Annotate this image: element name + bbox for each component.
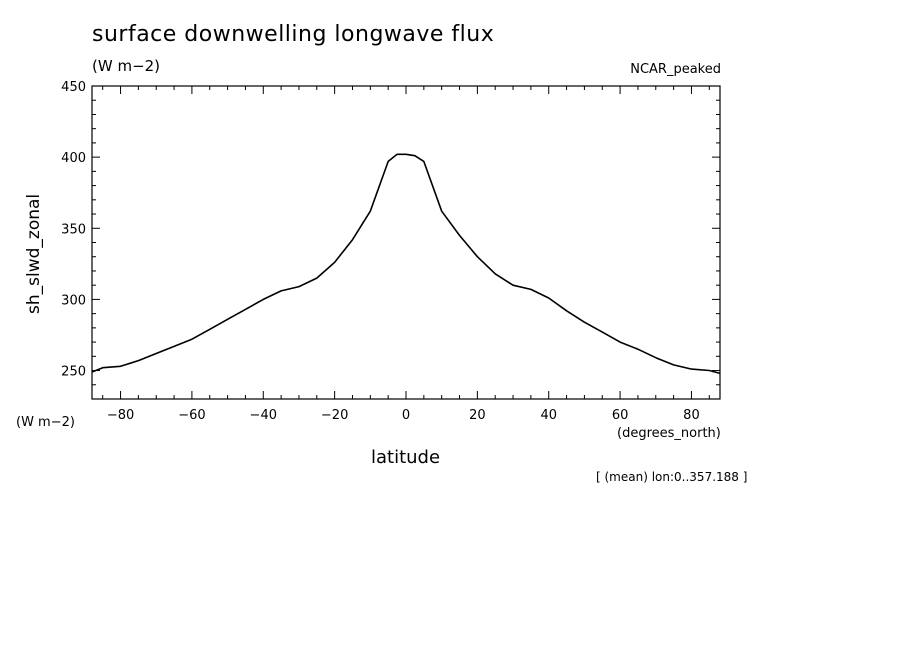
x-tick-label: −40 bbox=[250, 408, 277, 423]
title-units-label: (W m−2) bbox=[92, 57, 161, 75]
x-tick-label: −60 bbox=[178, 408, 205, 423]
x-tick-label: 0 bbox=[402, 408, 410, 423]
x-tick-label: −80 bbox=[107, 408, 134, 423]
x-axis-label: latitude bbox=[371, 447, 441, 468]
y-tick-label: 400 bbox=[61, 151, 86, 166]
x-tick-label: 40 bbox=[540, 408, 557, 423]
plot-frame bbox=[91, 85, 721, 400]
y-tick-label: 350 bbox=[61, 222, 86, 237]
x-tick-label: 20 bbox=[469, 408, 486, 423]
y-axis-units-label: (W m−2) bbox=[16, 415, 75, 430]
x-tick-label: 80 bbox=[683, 408, 700, 423]
chart-title: surface downwelling longwave flux bbox=[92, 22, 495, 47]
footnote: [ (mean) lon:0..357.188 ] bbox=[596, 470, 748, 484]
series-line bbox=[91, 153, 721, 375]
y-tick-label: 250 bbox=[61, 365, 86, 380]
y-tick-label: 300 bbox=[61, 293, 86, 308]
y-tick-label: 450 bbox=[61, 80, 86, 95]
x-tick-label: 60 bbox=[612, 408, 629, 423]
x-tick-label: −20 bbox=[321, 408, 348, 423]
x-axis-units-label: (degrees_north) bbox=[617, 426, 721, 441]
dataset-label: NCAR_peaked bbox=[630, 62, 721, 77]
